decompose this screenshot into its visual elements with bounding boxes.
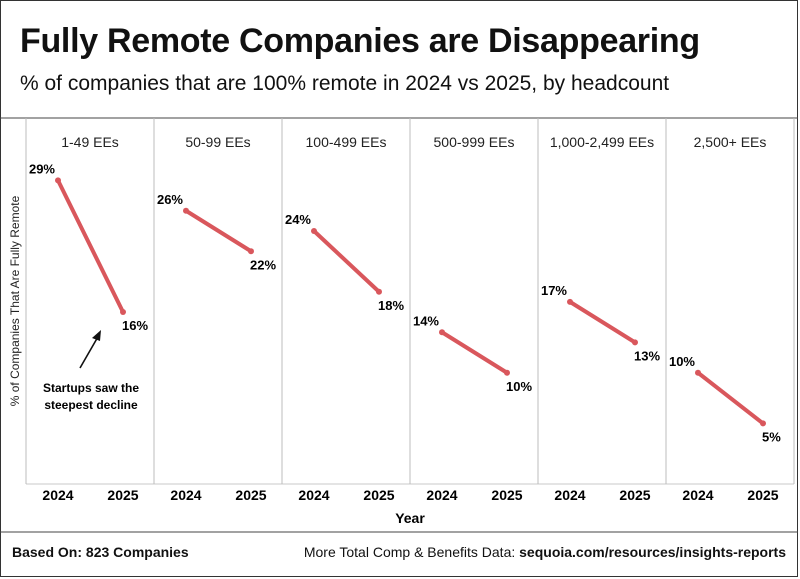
footer-source-link[interactable]: sequoia.com/resources/insights-reports [519,544,786,560]
data-point [120,309,126,315]
data-point [567,298,573,305]
data-label: 22% [250,257,276,272]
data-label: 24% [285,212,311,227]
x-tick-label: 2024 [298,487,329,503]
footer-source: More Total Comp & Benefits Data: sequoia… [304,544,786,560]
x-tick-label: 2025 [363,487,394,503]
data-label: 10% [669,354,695,369]
panel-title: 50-99 EEs [185,134,250,150]
series-line [568,299,637,345]
data-label: 17% [541,283,567,298]
annotation-arrow-shaft [79,334,100,369]
x-tick-label: 2025 [619,487,650,503]
data-label: 16% [122,318,148,333]
series-line [440,330,509,375]
x-tick-label: 2025 [491,487,522,503]
series-line [56,178,125,314]
data-label: 13% [634,348,660,363]
data-label: 5% [762,429,781,444]
chart-subtitle: % of companies that are 100% remote in 2… [20,72,670,95]
series-line [696,370,765,426]
data-point [183,207,189,214]
data-point [439,329,445,336]
x-tick-label: 2025 [107,487,138,503]
x-tick-label: 2024 [170,487,201,503]
annotation-arrow-head [92,330,101,341]
chart-title: Fully Remote Companies are Disappearing [20,22,700,60]
x-tick-label: 2024 [554,487,585,503]
annotation-text: steepest decline [44,398,138,412]
data-point [55,177,61,184]
x-tick-label: 2025 [235,487,266,503]
panel-title: 2,500+ EEs [694,134,767,150]
panel-title: 1-49 EEs [61,134,119,150]
y-axis-label: % of Companies That Are Fully Remote [8,195,22,406]
annotation-text: Startups saw the [43,381,139,395]
x-tick-label: 2024 [682,487,713,503]
panel-title: 100-499 EEs [306,134,387,150]
x-tick-label: 2024 [426,487,457,503]
series-line [312,229,381,294]
data-label: 18% [378,298,404,313]
footer-sample-size: Based On: 823 Companies [12,544,189,560]
data-point [695,369,701,376]
data-point [248,248,254,255]
panel-title: 1,000-2,499 EEs [550,134,654,150]
data-point [504,369,510,376]
panel-title: 500-999 EEs [434,134,515,150]
x-tick-label: 2024 [42,487,73,503]
data-label: 29% [29,161,55,176]
data-label: 14% [413,313,439,328]
data-point [632,339,638,346]
x-tick-label: 2025 [747,487,778,503]
footer-source-prefix: More Total Comp & Benefits Data: [303,544,520,560]
data-point [760,420,766,427]
data-point [376,288,382,295]
data-point [311,228,317,234]
x-axis-label: Year [395,510,425,526]
series-line [184,208,253,254]
data-label: 10% [506,379,532,394]
data-label: 26% [157,192,183,207]
